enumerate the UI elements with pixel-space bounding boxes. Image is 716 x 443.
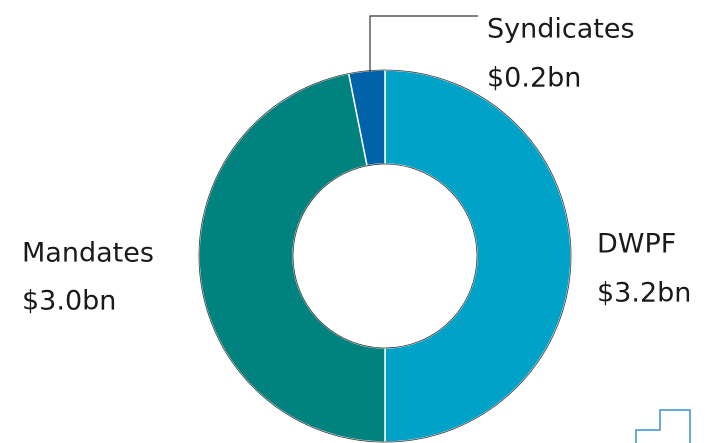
donut: [198, 69, 572, 443]
donut-slice: [384, 69, 572, 443]
leader-line: [369, 15, 478, 72]
donut-outline: [198, 69, 572, 443]
category-label: Syndicates: [487, 14, 635, 45]
donut-slice: [198, 72, 386, 443]
value-label: $0.2bn: [487, 63, 581, 94]
value-label: $3.2bn: [597, 278, 691, 309]
donut-hole-outline: [292, 163, 478, 349]
value-label: $3.0bn: [22, 286, 116, 317]
category-label: Mandates: [22, 238, 154, 269]
category-label: DWPF: [597, 229, 676, 260]
decor-icon: [635, 409, 691, 443]
